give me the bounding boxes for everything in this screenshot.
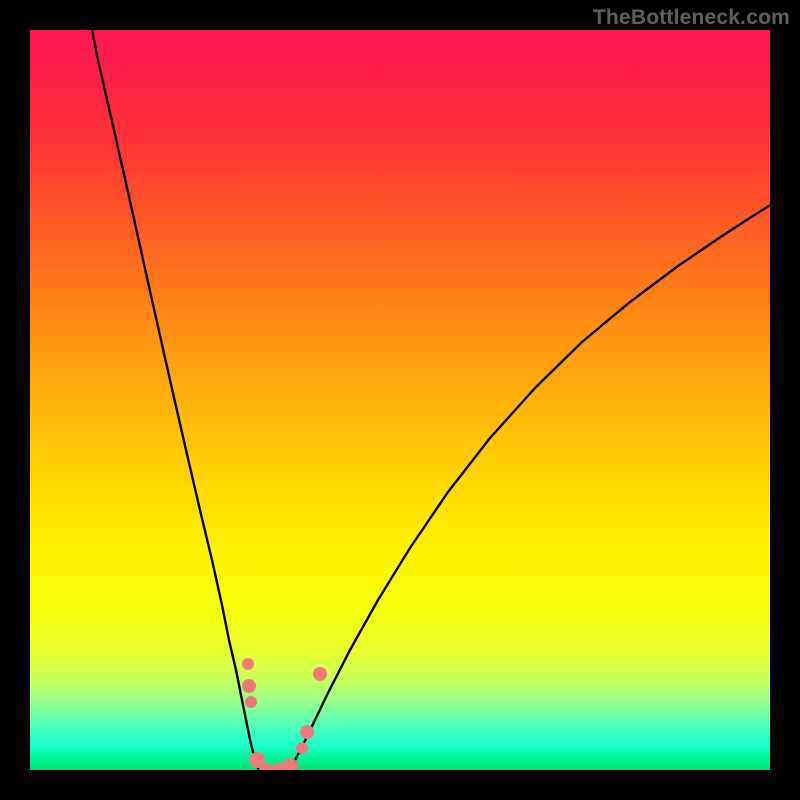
- watermark-label: TheBottleneck.com: [593, 6, 790, 30]
- data-marker: [313, 667, 327, 681]
- bottleneck-curve: [30, 30, 770, 770]
- data-marker: [245, 696, 257, 708]
- curve-left-branch: [90, 30, 260, 770]
- plot-area: [30, 30, 770, 770]
- data-marker: [296, 742, 308, 754]
- data-marker: [300, 725, 314, 739]
- data-marker: [242, 658, 254, 670]
- curve-right-branch: [288, 204, 770, 770]
- data-marker: [242, 679, 256, 693]
- markers-group: [242, 658, 327, 770]
- chart-outer-frame: TheBottleneck.com: [0, 0, 800, 800]
